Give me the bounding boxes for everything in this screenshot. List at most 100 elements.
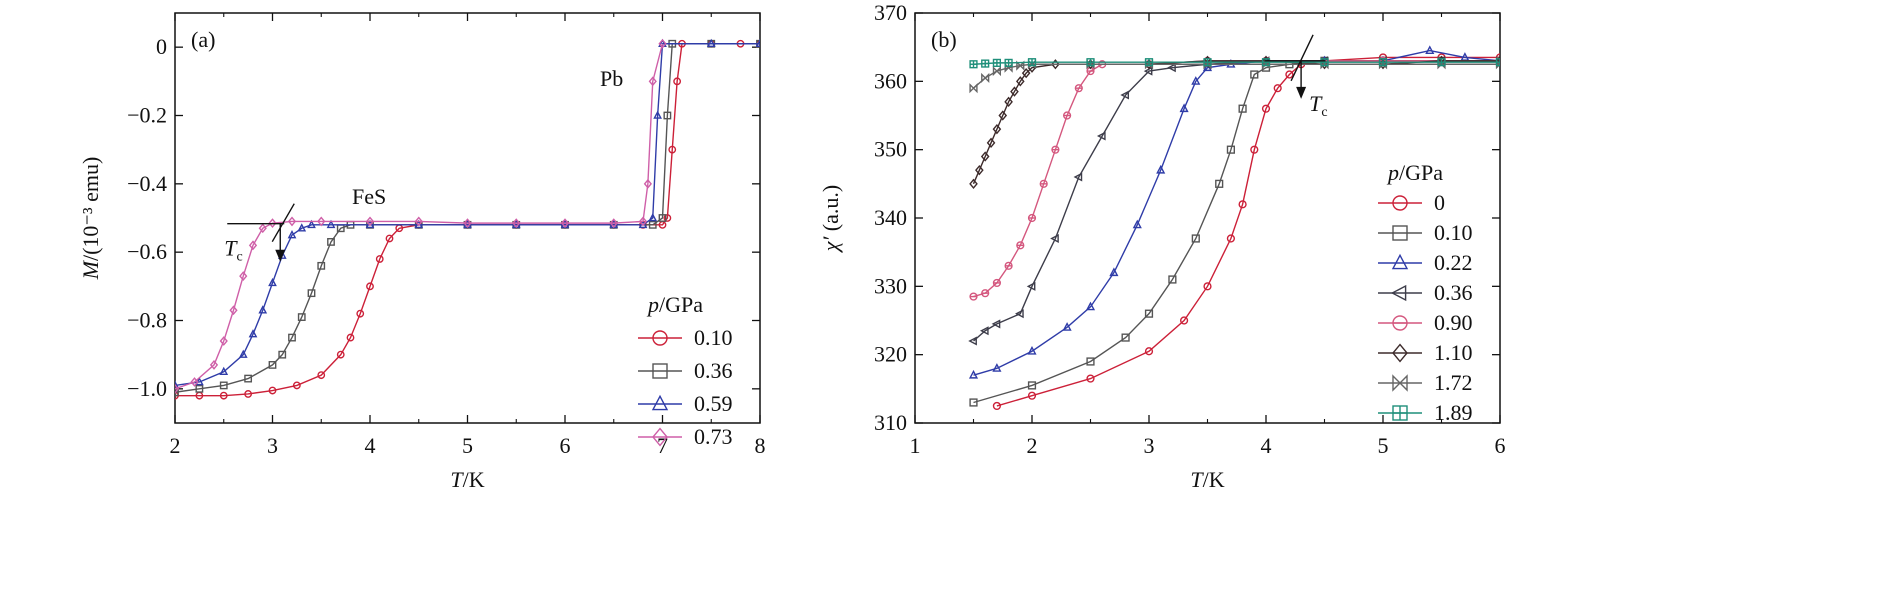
data-point: [258, 305, 268, 314]
tc-var: T: [1309, 91, 1323, 116]
legend-label: 0.22: [1434, 250, 1473, 275]
data-point: [1010, 86, 1019, 97]
legend-marker: [652, 363, 668, 379]
data-point: [755, 38, 760, 48]
data-point: [248, 240, 258, 251]
data-point: [175, 383, 180, 394]
y-tick-label: −0.8: [127, 308, 167, 333]
data-point: [648, 76, 657, 87]
data-point: [1086, 357, 1095, 366]
data-point: [663, 111, 672, 120]
data-point: [1226, 145, 1236, 154]
legend-entry: 0.10: [638, 325, 733, 350]
data-point: [317, 371, 326, 380]
x-axis-label-unit: /K: [1203, 467, 1225, 492]
data-point: [1015, 309, 1024, 319]
data-point: [268, 218, 277, 229]
data-point: [560, 218, 570, 229]
data-point: [1168, 275, 1177, 284]
data-point: [463, 218, 472, 229]
data-point: [1096, 131, 1106, 141]
data-point: [986, 137, 996, 149]
x-tick-label: 2: [170, 433, 181, 458]
y-tick-label: 370: [874, 0, 907, 25]
data-point: [658, 214, 667, 222]
legend-title: p/GPa: [646, 292, 703, 317]
data-point: [297, 223, 307, 232]
data-point: [288, 333, 296, 342]
data-point: [195, 384, 204, 393]
data-point: [1015, 76, 1025, 87]
legend-label: 0.10: [1434, 220, 1473, 245]
series-0.36: [968, 56, 1500, 346]
data-point: [969, 83, 978, 94]
data-point: [981, 72, 990, 84]
series-line: [973, 60, 1500, 342]
legend-label: 0.90: [1434, 310, 1473, 335]
annotation-tc: Tc: [1309, 91, 1327, 120]
y-tick-label: 360: [874, 68, 907, 93]
data-point: [239, 271, 248, 282]
x-tick-label: 6: [1495, 433, 1506, 458]
tc-slash: [271, 203, 295, 243]
legend-marker: [652, 330, 668, 346]
legend-label: 0: [1434, 190, 1445, 215]
data-point: [1203, 282, 1212, 291]
data-point: [1285, 70, 1294, 79]
panel-a: 2 3 4 5 6 7 8 0 −0.2 −0.4 −0.6 −0.8 −1.0 T/K M/(10⁻³ e…: [78, 12, 766, 492]
legend-label: 1.72: [1434, 370, 1473, 395]
x-tick-label: 6: [560, 433, 571, 458]
data-point: [1027, 381, 1037, 390]
data-point: [414, 216, 423, 227]
legend: p/GPa 0.10 0.36 0.59 0.73: [638, 292, 733, 449]
data-point: [1425, 45, 1435, 55]
series-line: [996, 56, 1500, 407]
x-tick-label: 3: [1144, 433, 1155, 458]
tc-slash: [1290, 34, 1314, 82]
data-point: [638, 216, 648, 227]
data-point: [1062, 322, 1072, 331]
legend-marker: [1391, 253, 1409, 270]
legend-entry: 0: [1378, 190, 1445, 215]
x-axis-label: T/K: [1190, 467, 1224, 492]
data-point: [244, 390, 253, 398]
data-point: [292, 381, 301, 390]
y-axis-label-var: χ′: [818, 236, 843, 254]
y-tick-label: 310: [874, 410, 907, 435]
y-tick-label: −1.0: [127, 376, 167, 401]
legend-marker: [651, 394, 669, 411]
legend-entry: 0.73: [638, 424, 733, 449]
data-point: [268, 277, 277, 287]
data-point: [1273, 84, 1282, 93]
data-point: [992, 363, 1002, 372]
data-point: [1120, 90, 1130, 100]
legend-entry: 0.90: [1378, 310, 1473, 335]
series-0.36: [175, 39, 760, 397]
data-point: [1156, 164, 1166, 174]
data-point: [1226, 234, 1236, 243]
legend-title-unit: /GPa: [659, 292, 703, 317]
data-point: [287, 216, 297, 227]
x-tick-label: 5: [462, 433, 473, 458]
y-tick-label: 0: [156, 34, 167, 59]
x-tick-label: 8: [755, 433, 766, 458]
x-tick-label: 7: [657, 433, 668, 458]
legend-marker: [1392, 374, 1408, 392]
y-tick-label: 340: [874, 205, 907, 230]
panel-label: (a): [191, 27, 215, 52]
legend-entry: 0.36: [1378, 280, 1473, 305]
data-point: [297, 313, 306, 321]
x-axis-label-unit: /K: [463, 467, 485, 492]
legend-entry: 1.89: [1378, 400, 1473, 425]
series-0.73: [175, 38, 667, 394]
data-point: [268, 386, 277, 395]
legend-label: 0.36: [694, 358, 733, 383]
x-axis-label-var: T: [1190, 467, 1204, 492]
data-point: [1261, 104, 1271, 113]
data-point: [190, 377, 199, 387]
data-point: [1144, 309, 1154, 318]
y-tick-label: −0.6: [127, 239, 167, 264]
data-point: [307, 219, 316, 229]
data-point: [219, 366, 229, 376]
data-point: [992, 65, 1001, 77]
